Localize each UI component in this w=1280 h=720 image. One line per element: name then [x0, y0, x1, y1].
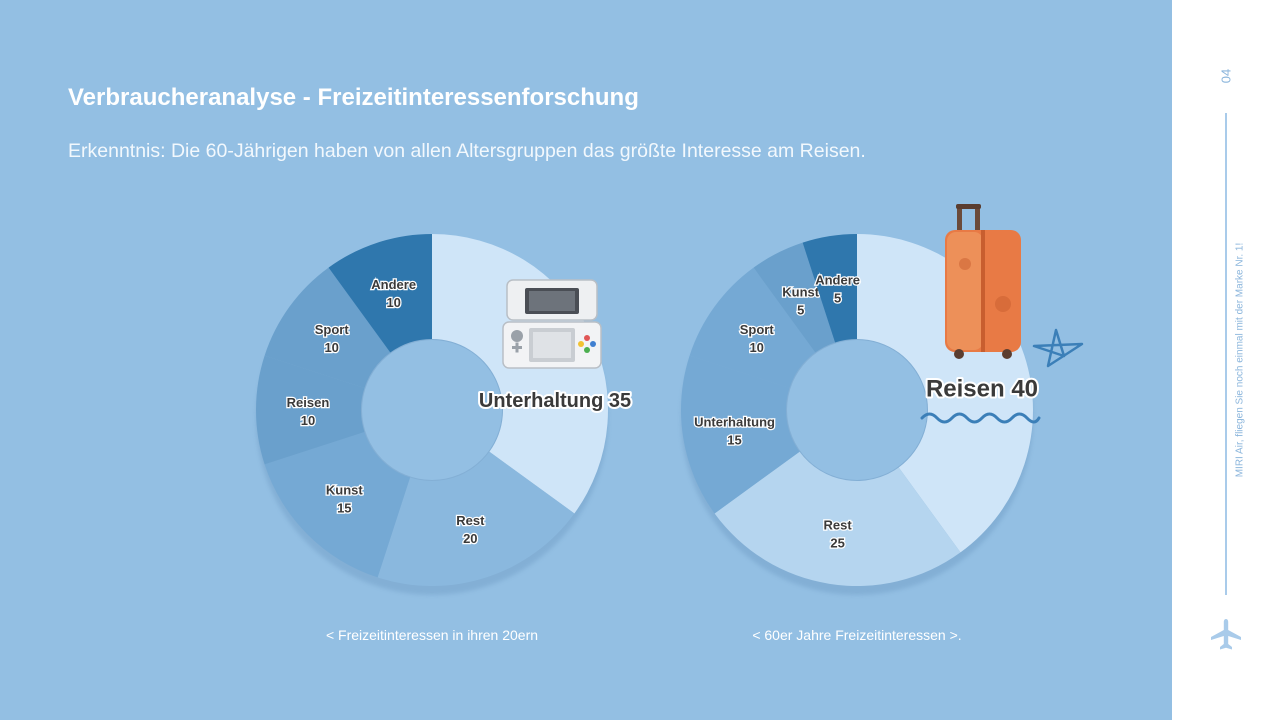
- donut-charts: Rest 20 Kunst 15 Reisen 10 Sport 10 Andere 10 Unte…: [256, 204, 1084, 595]
- slice-label: Andere: [371, 277, 416, 292]
- sidebar-tagline: MIRI Air, fliegen Sie noch einmal mit de…: [1234, 242, 1246, 478]
- slice-label: Sport: [740, 322, 775, 337]
- donut-hole: [787, 340, 927, 480]
- chart-caption-60s: < 60er Jahre Freizeitinteressen >.: [752, 627, 962, 643]
- page-subtitle: Erkenntnis: Die 60-Jährigen haben von al…: [68, 140, 866, 162]
- slice-label: Kunst: [326, 483, 364, 498]
- page-title: Verbraucheranalyse - Freizeitinteressenf…: [68, 84, 639, 111]
- slice-rest: [714, 451, 961, 586]
- slice-label: Kunst: [782, 285, 820, 300]
- donut-hole: [362, 340, 502, 480]
- game-console-icon: [502, 279, 602, 369]
- slice-value: 15: [727, 432, 741, 447]
- slice-rest: [377, 451, 575, 586]
- slice-kunst: [264, 431, 411, 578]
- slice-label: Rest: [824, 517, 853, 532]
- slice-label: Reisen: [287, 395, 330, 410]
- highlight-label: Unterhaltung 35: [479, 390, 631, 412]
- slice-value: 10: [386, 295, 400, 310]
- slice-reisen: [256, 355, 365, 465]
- airplane-icon: [1211, 619, 1241, 650]
- wave-doodle-icon: [920, 412, 1041, 424]
- chart-caption-20s: < Freizeitinteressen in ihren 20ern: [325, 627, 539, 643]
- slice-sport: [264, 267, 391, 389]
- slice-value: 25: [830, 535, 844, 550]
- slice-value: 10: [324, 340, 338, 355]
- highlight-label: Reisen 40: [926, 376, 1038, 403]
- slice-value: 20: [463, 531, 477, 546]
- star-doodle-icon: [1032, 328, 1084, 368]
- slice-value: 10: [749, 340, 763, 355]
- slice-andere: [328, 234, 432, 353]
- slice-unterhaltung: [681, 355, 800, 514]
- sidebar-divider: [1225, 113, 1227, 595]
- slice-sport: [689, 267, 816, 389]
- slice-value: 5: [834, 291, 841, 306]
- slice-value: 5: [797, 303, 804, 318]
- slice-kunst: [753, 242, 836, 353]
- slice-label: Andere: [815, 273, 860, 288]
- suitcase-icon: [945, 204, 1021, 359]
- slice-value: 10: [301, 413, 315, 428]
- slice-label: Sport: [315, 322, 350, 337]
- slice-value: 15: [337, 501, 351, 516]
- slice-label: Rest: [456, 513, 485, 528]
- slice-andere: [802, 234, 857, 343]
- slice-label: Unterhaltung: [694, 414, 775, 429]
- page-number: 04: [1218, 68, 1234, 84]
